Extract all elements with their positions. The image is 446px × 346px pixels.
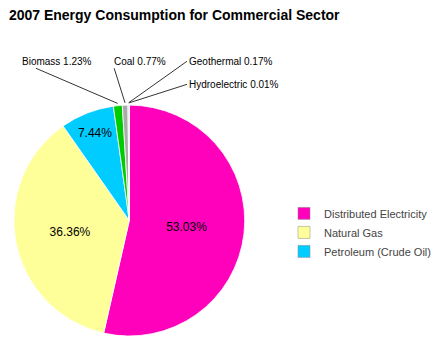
svg-text:Hydroelectric 0.01%: Hydroelectric 0.01%: [189, 79, 279, 90]
svg-text:Geothermal 0.17%: Geothermal 0.17%: [189, 56, 272, 67]
svg-text:Distributed Electricity: Distributed Electricity: [324, 208, 427, 220]
svg-text:Coal 0.77%: Coal 0.77%: [114, 56, 166, 67]
svg-text:53.03%: 53.03%: [166, 220, 207, 234]
svg-text:Petroleum (Crude Oil): Petroleum (Crude Oil): [324, 246, 431, 258]
svg-text:7.44%: 7.44%: [78, 126, 112, 140]
svg-text:2007 Energy Consumption for Co: 2007 Energy Consumption for Commercial S…: [9, 7, 340, 23]
svg-text:Natural Gas: Natural Gas: [324, 227, 383, 239]
svg-text:Biomass 1.23%: Biomass 1.23%: [22, 56, 92, 67]
svg-text:36.36%: 36.36%: [50, 225, 91, 239]
